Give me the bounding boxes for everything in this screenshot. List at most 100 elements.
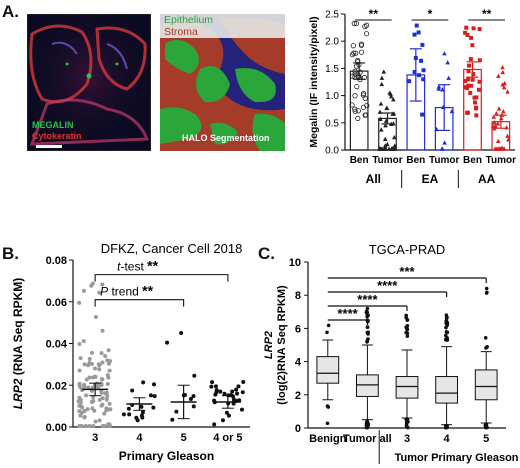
data-point bbox=[465, 32, 470, 37]
data-point bbox=[505, 133, 510, 138]
data-point bbox=[491, 114, 497, 119]
data-point bbox=[356, 62, 362, 68]
data-point bbox=[239, 407, 244, 412]
data-point bbox=[349, 102, 355, 108]
data-point bbox=[89, 361, 94, 366]
y-tick-label: 0.06 bbox=[46, 297, 67, 309]
data-point bbox=[362, 23, 368, 30]
data-point bbox=[352, 93, 358, 99]
outlier bbox=[444, 325, 448, 330]
y-tick-label: 2.5 bbox=[325, 10, 339, 21]
data-point bbox=[188, 397, 193, 402]
category-label: 3 bbox=[92, 432, 98, 444]
data-point bbox=[352, 68, 358, 74]
significance-stars: * bbox=[428, 7, 433, 21]
data-point bbox=[152, 394, 157, 399]
data-point bbox=[222, 391, 227, 396]
x-axis-label: Primary Gleason bbox=[119, 449, 214, 463]
test-label: P trend ** bbox=[100, 283, 153, 299]
data-point bbox=[104, 408, 109, 413]
data-point bbox=[353, 20, 359, 27]
data-point bbox=[421, 68, 426, 73]
data-point bbox=[92, 408, 97, 413]
outlier bbox=[365, 419, 369, 423]
data-point bbox=[151, 405, 156, 410]
outlier bbox=[325, 330, 329, 335]
outlier bbox=[365, 325, 370, 330]
data-point bbox=[106, 422, 111, 427]
data-point bbox=[212, 422, 217, 427]
box bbox=[316, 356, 340, 384]
comparison-stars: **** bbox=[337, 306, 358, 321]
data-point bbox=[85, 407, 90, 412]
outlier bbox=[405, 334, 410, 338]
outlier bbox=[483, 424, 488, 428]
data-point bbox=[107, 368, 112, 373]
data-point bbox=[417, 73, 422, 78]
data-point bbox=[384, 105, 390, 110]
data-point bbox=[105, 358, 110, 363]
data-point bbox=[496, 73, 501, 78]
data-point bbox=[420, 112, 425, 117]
significance-stars: ** bbox=[482, 7, 492, 21]
y-tick-label: 0.0 bbox=[325, 146, 339, 157]
category-label: Benign bbox=[309, 433, 347, 445]
data-point bbox=[87, 423, 92, 428]
data-point bbox=[470, 43, 475, 48]
data-point bbox=[471, 72, 476, 77]
data-point bbox=[379, 75, 385, 80]
data-point bbox=[191, 404, 196, 409]
data-point bbox=[472, 100, 477, 105]
data-point bbox=[89, 399, 94, 404]
data-point bbox=[477, 79, 482, 84]
data-point bbox=[472, 95, 477, 100]
data-point bbox=[213, 384, 218, 389]
data-point bbox=[379, 127, 384, 132]
data-point bbox=[192, 373, 197, 378]
data-point bbox=[440, 87, 445, 92]
data-point bbox=[360, 104, 367, 110]
data-point bbox=[382, 143, 388, 148]
data-point bbox=[360, 92, 366, 98]
data-point bbox=[106, 348, 111, 353]
data-point bbox=[214, 390, 219, 395]
megalin-if-micrograph: MEGALIN Cytokeratin bbox=[27, 14, 151, 151]
data-point bbox=[99, 381, 104, 386]
data-point bbox=[464, 25, 469, 30]
data-point bbox=[383, 123, 388, 128]
y-tick-label: 1.0 bbox=[325, 91, 339, 102]
data-point bbox=[388, 121, 394, 126]
data-point bbox=[353, 50, 359, 56]
data-point bbox=[82, 414, 87, 419]
data-point bbox=[102, 411, 107, 416]
data-point bbox=[378, 146, 383, 151]
outlier bbox=[325, 404, 330, 408]
test-bracket bbox=[94, 274, 229, 282]
outlier bbox=[444, 425, 449, 430]
data-point bbox=[77, 341, 82, 346]
data-point bbox=[103, 353, 108, 358]
category-label: Tumor all bbox=[343, 433, 392, 445]
data-point bbox=[93, 419, 98, 424]
data-point bbox=[89, 350, 94, 355]
data-point bbox=[416, 30, 421, 35]
data-point bbox=[350, 43, 356, 49]
data-point bbox=[440, 104, 446, 110]
data-point bbox=[97, 290, 102, 295]
data-point bbox=[463, 85, 468, 90]
data-point bbox=[86, 385, 91, 390]
outlier bbox=[365, 425, 370, 430]
y-tick-label: 2.0 bbox=[325, 37, 339, 48]
data-point bbox=[442, 51, 447, 56]
group-label: Tumor Primary Gleason bbox=[395, 452, 519, 464]
data-point bbox=[84, 393, 89, 398]
data-point bbox=[463, 78, 468, 83]
dfkz-scatter-chart: DFKZ, Cancer Cell 2018 0.00 0.02 0.04 0.06 0.… bbox=[11, 241, 250, 463]
y-tick-label: 0.02 bbox=[46, 380, 67, 392]
data-point bbox=[235, 391, 240, 396]
y-tick-label: 10 bbox=[289, 257, 301, 269]
data-point bbox=[436, 84, 442, 89]
data-point bbox=[498, 146, 503, 151]
data-point bbox=[102, 423, 107, 428]
test-label: t-test ** bbox=[117, 258, 158, 274]
